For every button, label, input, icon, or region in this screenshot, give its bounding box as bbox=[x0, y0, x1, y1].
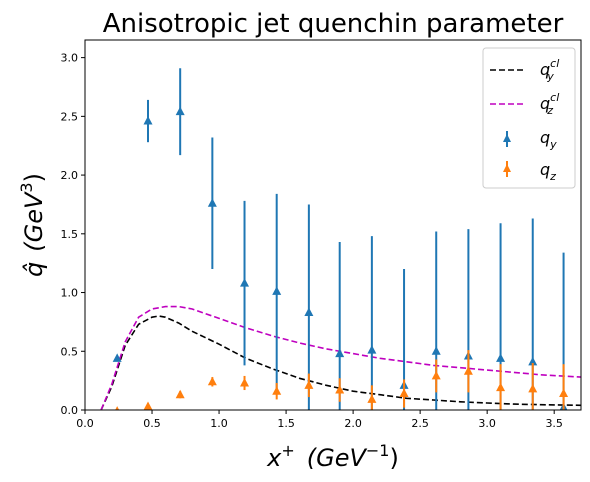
series-qz-point bbox=[463, 366, 473, 375]
series-qy-point bbox=[335, 348, 345, 358]
y-tick-label: 2.5 bbox=[61, 110, 79, 123]
series-qy-point bbox=[272, 286, 282, 295]
y-axis-label-unit-sup: 3 bbox=[17, 182, 36, 192]
legend-swatch-qy bbox=[503, 131, 511, 147]
y-tick-label: 0.0 bbox=[61, 404, 79, 417]
y-tick-label: 2.0 bbox=[61, 169, 79, 182]
legend-label-qz-cl-sup: cl bbox=[550, 91, 559, 104]
series-qy-cl-line bbox=[100, 315, 581, 410]
legend-label-qy: qy bbox=[540, 128, 557, 151]
x-tick-label: 2.0 bbox=[344, 417, 362, 430]
y-axis-label: q̂ (GeV3) bbox=[17, 173, 48, 277]
x-tick-label: 3.5 bbox=[545, 417, 563, 430]
series-qz-cl-line bbox=[100, 305, 581, 410]
series-qy-point bbox=[528, 356, 538, 366]
legend-label-qz: qz bbox=[540, 160, 556, 183]
series-qz-point bbox=[399, 388, 409, 398]
y-axis-label-unit: (GeV bbox=[20, 191, 48, 252]
y-axis-label-close: ) bbox=[20, 173, 48, 182]
y-axis: 0.0 0.5 1.0 1.5 2.0 2.5 3.0 bbox=[61, 52, 85, 417]
x-axis-label-sup: + bbox=[281, 441, 294, 460]
legend-label-qz-cl: qcl z bbox=[540, 91, 559, 117]
x-tick-label: 0.5 bbox=[143, 417, 161, 430]
series-qz-point bbox=[431, 370, 441, 380]
legend-label-qy-cl: qcl y bbox=[540, 57, 559, 83]
y-tick-label: 1.0 bbox=[61, 287, 79, 300]
series-qz-point bbox=[496, 382, 506, 392]
legend: qcl y qcl z qy qz bbox=[482, 47, 576, 189]
series-qy-point bbox=[112, 353, 122, 362]
series-qz-point bbox=[528, 383, 538, 393]
y-axis-label-var: q̂ bbox=[20, 262, 48, 277]
x-tick-label: 1.0 bbox=[210, 417, 228, 430]
series-qy-point bbox=[496, 353, 506, 362]
legend-box bbox=[482, 47, 576, 189]
series-qz-point bbox=[304, 380, 314, 389]
series-qy-point bbox=[175, 106, 185, 116]
legend-label-qz-cl-base: q bbox=[540, 94, 550, 113]
y-tick-label: 3.0 bbox=[61, 52, 79, 65]
y-tick-label: 0.5 bbox=[61, 345, 79, 358]
series-qy-point bbox=[304, 307, 314, 317]
plot-frame bbox=[84, 39, 582, 411]
series-qz-point bbox=[175, 389, 185, 399]
x-axis-label-var: x bbox=[266, 444, 282, 472]
series-qz-point bbox=[335, 385, 345, 394]
series-qy-point bbox=[207, 198, 217, 207]
x-axis-label-unit: (GeV bbox=[307, 444, 368, 472]
series-qz-point bbox=[559, 388, 569, 398]
series-qz-point bbox=[272, 386, 282, 395]
series-qz-point bbox=[367, 394, 377, 403]
legend-label-qy-base: q bbox=[540, 128, 550, 147]
x-axis-label: x+ (GeV−1) bbox=[266, 441, 399, 472]
x-tick-label: 2.5 bbox=[411, 417, 429, 430]
x-tick-label: 0.0 bbox=[76, 417, 94, 430]
legend-label-qy-cl-sub: y bbox=[546, 70, 554, 83]
legend-label-qz-sub: z bbox=[549, 170, 556, 183]
legend-label-qy-cl-base: q bbox=[540, 60, 550, 79]
series-qy-point bbox=[143, 116, 153, 125]
legend-label-qz-cl-sub: z bbox=[546, 104, 553, 117]
legend-label-qy-sub: y bbox=[549, 138, 557, 151]
y-tick-label: 1.5 bbox=[61, 228, 79, 241]
series-qy-point bbox=[431, 346, 441, 355]
series-qy-point bbox=[367, 345, 377, 354]
series-qz-point bbox=[115, 406, 120, 410]
chart-title: Anisotropic jet quenchin parameter bbox=[103, 9, 564, 39]
x-tick-label: 3.0 bbox=[478, 417, 496, 430]
series-qz-point bbox=[240, 377, 250, 387]
series-qz-point bbox=[207, 376, 217, 386]
legend-label-qy-cl-sup: cl bbox=[550, 57, 559, 70]
plot-area bbox=[100, 68, 581, 410]
series-qy-point bbox=[240, 278, 250, 287]
x-axis-label-close: ) bbox=[389, 444, 398, 472]
x-axis-label-unit-sup: −1 bbox=[366, 441, 390, 460]
series-qz-point bbox=[143, 401, 153, 410]
x-tick-label: 1.5 bbox=[277, 417, 295, 430]
legend-label-qz-base: q bbox=[540, 160, 550, 179]
x-axis: 0.0 0.5 1.0 1.5 2.0 2.5 3.0 3.5 bbox=[76, 410, 563, 430]
legend-swatch-qz bbox=[503, 161, 511, 177]
